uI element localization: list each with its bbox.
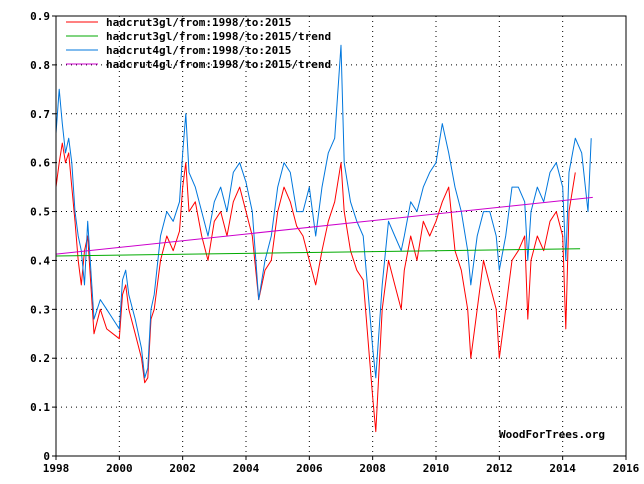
x-tick-label: 2000 [106, 462, 133, 475]
x-tick-label: 2006 [296, 462, 323, 475]
y-tick-label: 0.7 [30, 108, 50, 121]
x-tick-label: 2008 [359, 462, 386, 475]
x-tick-label: 2014 [549, 462, 576, 475]
series-line-hadcrut3gl-from-1998-to-2015 [55, 142, 576, 433]
x-tick-label: 1998 [43, 462, 70, 475]
y-tick-label: 0.9 [30, 10, 50, 23]
legend-label: hadcrut3gl/from:1998/to:2015 [106, 16, 291, 29]
legend-label: hadcrut4gl/from:1998/to:2015 [106, 44, 291, 57]
y-tick-label: 0.3 [30, 303, 50, 316]
x-tick-label: 2016 [613, 462, 640, 475]
legend-label: hadcrut3gl/from:1998/to:2015/trend [106, 30, 331, 43]
series-line-hadcrut3gl-from-1998-to-2015-trend [55, 248, 581, 257]
y-tick-label: 0.4 [30, 254, 50, 267]
y-tick-label: 0.5 [30, 206, 50, 219]
y-tick-label: 0.6 [30, 157, 50, 170]
y-tick-label: 0.8 [30, 59, 50, 72]
credit-label: WoodForTrees.org [499, 428, 605, 441]
y-tick-label: 0.1 [30, 401, 50, 414]
x-axis: 1998 2000 2002 2004 2006 2008 2010 2012 2014 2016 [43, 456, 640, 475]
plot-frame [55, 15, 627, 457]
x-tick-label: 2002 [169, 462, 196, 475]
x-tick-label: 2010 [423, 462, 450, 475]
x-tick-label: 2004 [233, 462, 260, 475]
legend-label: hadcrut4gl/from:1998/to:2015/trend [106, 58, 331, 71]
series-group [55, 44, 593, 433]
x-tick-label: 2012 [486, 462, 513, 475]
series-line-hadcrut4gl-from-1998-to-2015 [55, 44, 592, 379]
y-axis: 0 0.1 0.2 0.3 0.4 0.5 0.6 0.7 0.8 0.9 [30, 10, 56, 463]
y-tick-label: 0 [43, 450, 50, 463]
y-tick-label: 0.2 [30, 352, 50, 365]
legend: hadcrut3gl/from:1998/to:2015hadcrut3gl/f… [66, 16, 331, 71]
series-line-hadcrut4gl-from-1998-to-2015-trend [55, 196, 593, 255]
